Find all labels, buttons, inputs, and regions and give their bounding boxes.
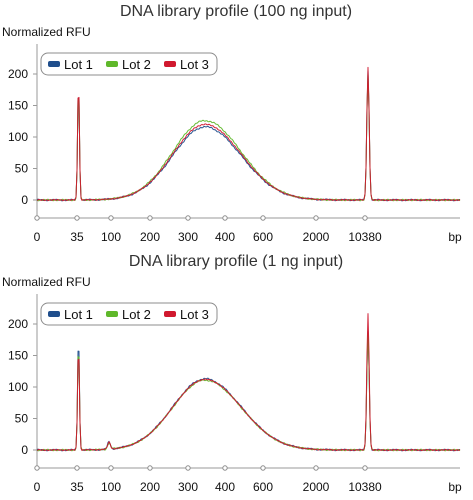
legend-box (40, 302, 218, 326)
y-tick-label: 0 (21, 443, 28, 457)
y-tick-label: 200 (8, 67, 28, 81)
series-line-lot-3 (36, 313, 461, 452)
x-tick-marker (362, 215, 368, 221)
series-line-lot-1 (36, 330, 461, 452)
x-tick-marker (147, 465, 153, 471)
legend-label-lot-1: Lot 1 (64, 307, 93, 322)
x-tick-label: 300 (178, 480, 198, 494)
x-tick-marker (34, 465, 40, 471)
x-axis-unit-label: bp (448, 230, 462, 244)
legend-box (40, 52, 218, 76)
x-tick-label: 10380 (348, 480, 382, 494)
series-line-lot-2 (36, 73, 461, 202)
chart-panel-1ng: DNA library profile (1 ng input) Normaliz… (0, 250, 473, 500)
y-axis-label: Normalized RFU (2, 25, 91, 39)
x-tick-label: 200 (140, 230, 160, 244)
x-tick-marker (185, 465, 191, 471)
x-tick-label: 600 (253, 480, 273, 494)
x-tick-marker (313, 215, 319, 221)
chart-1ng: DNA library profile (1 ng input) Normaliz… (2, 253, 462, 494)
legend-label-lot-3: Lot 3 (180, 57, 209, 72)
x-tick-label: 200 (140, 480, 160, 494)
x-tick-label: 0 (34, 480, 41, 494)
chart-title: DNA library profile (1 ng input) (129, 253, 343, 270)
legend-swatch-lot-2 (106, 61, 118, 67)
y-tick-label: 150 (8, 349, 28, 363)
x-tick-marker (362, 465, 368, 471)
y-axis-label: Normalized RFU (2, 275, 91, 289)
y-tick-label: 200 (8, 317, 28, 331)
chart-100ng: DNA library profile (100 ng input) Normal… (2, 3, 462, 244)
x-tick-label: 35 (70, 480, 84, 494)
x-tick-label: 400 (215, 480, 235, 494)
x-tick-marker (222, 465, 228, 471)
legend-label-lot-1: Lot 1 (64, 57, 93, 72)
x-tick-marker (108, 465, 114, 471)
legend-swatch-lot-3 (164, 311, 176, 317)
x-tick-label: 10380 (348, 230, 382, 244)
x-tick-marker (108, 215, 114, 221)
x-tick-label: 2000 (303, 480, 330, 494)
x-tick-label: 400 (215, 230, 235, 244)
x-tick-marker (74, 215, 80, 221)
legend-swatch-lot-1 (48, 311, 60, 317)
x-tick-marker (74, 465, 80, 471)
legend-label-lot-2: Lot 2 (122, 307, 151, 322)
x-tick-label: 100 (101, 230, 121, 244)
x-tick-marker (260, 215, 266, 221)
x-tick-marker (147, 215, 153, 221)
legend-swatch-lot-1 (48, 61, 60, 67)
y-tick-label: 100 (8, 380, 28, 394)
series-line-lot-3 (36, 66, 461, 202)
chart-title: DNA library profile (100 ng input) (120, 3, 352, 20)
series-line-lot-1 (36, 70, 461, 202)
x-tick-label: 0 (34, 230, 41, 244)
legend: Lot 1 Lot 2 Lot 3 (40, 302, 218, 326)
x-tick-marker (185, 215, 191, 221)
x-tick-label: 300 (178, 230, 198, 244)
chart-panel-100ng: DNA library profile (100 ng input) Normal… (2, 3, 462, 244)
legend-label-lot-3: Lot 3 (180, 307, 209, 322)
series-line-lot-2 (36, 332, 461, 452)
y-tick-label: 100 (8, 130, 28, 144)
legend-swatch-lot-2 (106, 311, 118, 317)
legend-label-lot-2: Lot 2 (122, 57, 151, 72)
x-tick-label: 600 (253, 230, 273, 244)
legend: Lot 1 Lot 2 Lot 3 (40, 52, 218, 76)
x-tick-label: 2000 (303, 230, 330, 244)
legend-swatch-lot-3 (164, 61, 176, 67)
x-tick-label: 35 (70, 230, 84, 244)
y-tick-label: 50 (15, 162, 29, 176)
y-tick-label: 150 (8, 99, 28, 113)
x-axis-unit-label: bp (448, 480, 462, 494)
x-tick-marker (222, 215, 228, 221)
x-tick-marker (260, 465, 266, 471)
x-tick-marker (34, 215, 40, 221)
x-tick-label: 100 (101, 480, 121, 494)
y-tick-label: 50 (15, 412, 29, 426)
x-tick-marker (313, 465, 319, 471)
y-tick-label: 0 (21, 193, 28, 207)
